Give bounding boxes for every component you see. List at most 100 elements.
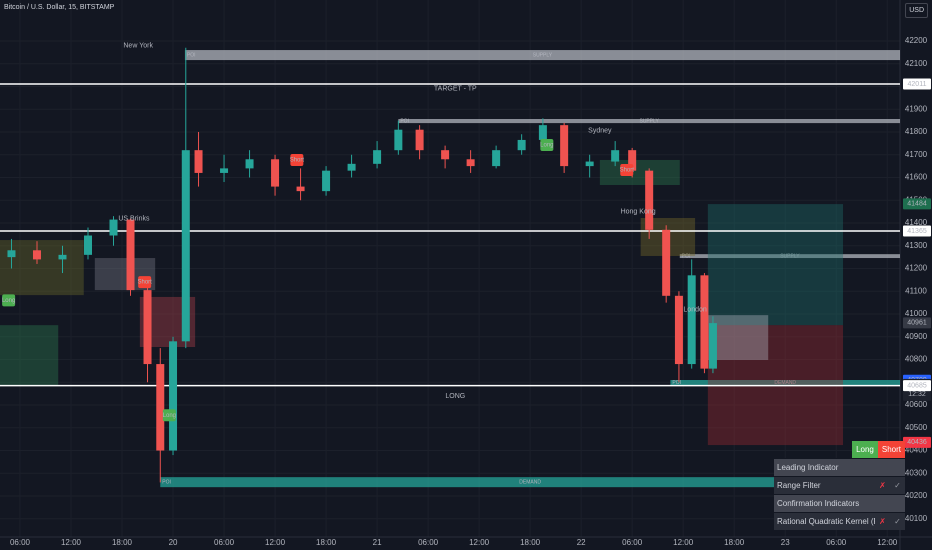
- zone-tag: POI: [162, 479, 171, 485]
- y-tick-label: 42200: [905, 36, 928, 45]
- price-label-text: 40961: [907, 320, 927, 327]
- y-tick-label: 40100: [905, 514, 928, 523]
- panel-row: Confirmation Indicators: [774, 494, 905, 512]
- y-tick-label: 40300: [905, 468, 928, 477]
- x-tick-label: 23: [781, 538, 790, 547]
- indicator-panel: Long Short Leading Indicator Range Filte…: [774, 441, 905, 530]
- row-label: Confirmation Indicators: [777, 499, 860, 508]
- price-label: [903, 198, 931, 210]
- candle-body: [517, 139, 526, 151]
- zone: [707, 204, 844, 326]
- candle-body: [84, 235, 93, 255]
- short-button[interactable]: Short: [877, 441, 905, 458]
- long-button[interactable]: Long: [852, 441, 878, 458]
- candle-body: [611, 150, 620, 162]
- zone: [398, 119, 900, 124]
- candle-body: [32, 250, 41, 260]
- signal-badge: [620, 163, 634, 176]
- candle-body: [220, 168, 229, 173]
- y-tick-label: 41600: [905, 173, 928, 182]
- annotation: Sydney: [588, 128, 612, 135]
- y-tick-label: 41800: [905, 127, 928, 136]
- price-label-text: 41365: [907, 228, 927, 235]
- zone: [184, 50, 900, 61]
- price-label-text: 40436: [907, 439, 927, 446]
- candle-body: [441, 150, 450, 160]
- row-label: Leading Indicator: [777, 463, 839, 472]
- signal-badge: [2, 294, 16, 307]
- signal-text: Long: [2, 298, 15, 304]
- x-tick-label: 12:00: [265, 538, 286, 547]
- currency-button[interactable]: USD: [905, 3, 928, 18]
- annotation: Hong Kong: [621, 208, 656, 215]
- candle-body: [645, 170, 654, 230]
- x-tick-label: 21: [373, 538, 382, 547]
- candle-body: [245, 159, 254, 169]
- price-label: [903, 225, 931, 237]
- candle-body: [271, 159, 280, 187]
- x-tick-label: 12:00: [61, 538, 82, 547]
- signal-badge: [162, 409, 176, 422]
- annotation: US Brinks: [118, 215, 150, 222]
- candle-body: [628, 150, 637, 171]
- zone-label: SUPPLY: [533, 52, 553, 58]
- x-tick-label: 18:00: [520, 538, 541, 547]
- candle-body: [143, 290, 152, 365]
- y-tick-label: 40800: [905, 355, 928, 364]
- price-label: [903, 317, 931, 329]
- panel-buttons: Long Short: [774, 441, 905, 458]
- y-tick-label: 41200: [905, 264, 928, 273]
- candle-body: [194, 150, 203, 173]
- y-tick-label: 40900: [905, 332, 928, 341]
- panel-row: Range Filter ✗ ✓: [774, 476, 905, 494]
- price-label-text: 41484: [907, 201, 927, 208]
- candle-body: [492, 150, 501, 167]
- zone: [670, 379, 900, 386]
- candle-body: [674, 295, 683, 365]
- signal-badge: [290, 153, 304, 166]
- candle-body: [466, 159, 475, 167]
- candle-body: [700, 275, 709, 369]
- price-label-text: 40685: [907, 383, 927, 390]
- annotation: New York: [123, 42, 153, 49]
- zone-tag: POI: [672, 380, 681, 386]
- price-label-text: 42011: [908, 81, 927, 88]
- candle-body: [373, 150, 382, 164]
- x-tick-label: 06:00: [826, 538, 847, 547]
- zone: [0, 325, 59, 386]
- y-tick-label: 41700: [905, 150, 928, 159]
- zone-label: SUPPLY: [639, 118, 659, 124]
- x-tick-label: 22: [577, 538, 586, 547]
- candle-body: [560, 125, 569, 167]
- x-tick-label: 06:00: [10, 538, 31, 547]
- symbol-title: Bitcoin / U.S. Dollar, 15, BITSTAMP: [4, 4, 115, 11]
- candle-body: [687, 275, 696, 365]
- x-tick-label: 12:00: [469, 538, 490, 547]
- x-tick-label: 18:00: [724, 538, 745, 547]
- signal-text: Short: [620, 168, 635, 174]
- zone-tag: POI: [400, 118, 409, 124]
- price-label: [903, 436, 931, 448]
- x-tick-label: 12:00: [877, 538, 898, 547]
- x-tick-label: 12:00: [673, 538, 694, 547]
- cell: ✓: [894, 481, 901, 490]
- candle-body: [415, 129, 424, 151]
- y-tick-label: 41000: [905, 309, 928, 318]
- candle-body: [662, 229, 671, 296]
- zone-label: DEMAND: [774, 380, 796, 386]
- candle-body: [296, 186, 305, 192]
- signal-text: Short: [137, 280, 152, 286]
- candle-body: [585, 161, 594, 167]
- row-label: Range Filter: [777, 481, 821, 490]
- zone: [679, 254, 900, 259]
- countdown: 12:32: [908, 391, 926, 398]
- y-tick-label: 41100: [905, 286, 927, 295]
- candle-body: [109, 219, 118, 236]
- signal-badge: [540, 138, 554, 151]
- cell: ✗: [879, 517, 886, 526]
- signal-text: Short: [290, 158, 305, 164]
- y-tick-label: 41300: [905, 241, 928, 250]
- y-tick-label: 41900: [905, 104, 928, 113]
- candle-body: [347, 163, 356, 171]
- zone-tag: POI: [187, 52, 196, 58]
